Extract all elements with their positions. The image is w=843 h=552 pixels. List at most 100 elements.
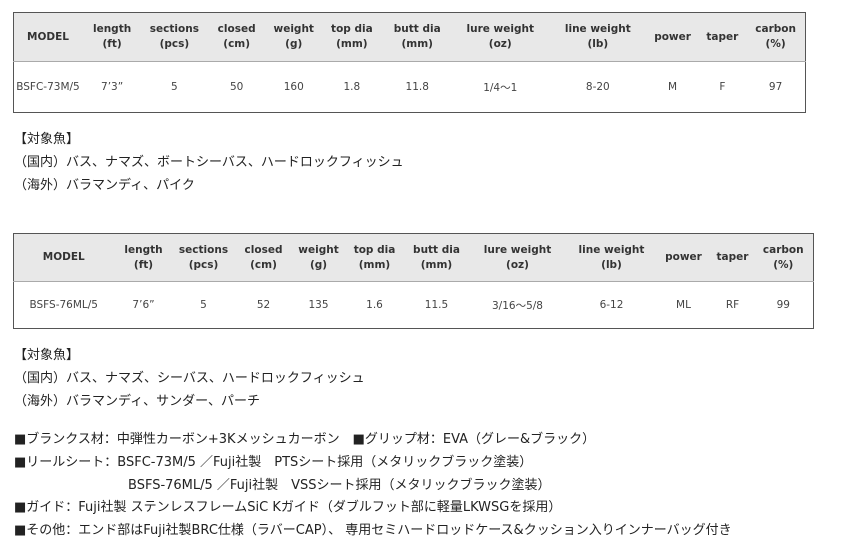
header-unit: (ft) [102,38,122,50]
table-cell: 6-12 [599,299,624,311]
header-label: power [665,251,702,263]
table-cell: 160 [283,81,304,93]
column-header: butt dia (mm) [382,12,452,62]
fish-title: 【対象魚】 [14,348,80,363]
header-row: MODEL length (ft) sections (pcs) closed (cm) we… [13,233,814,282]
header-label: weight [273,23,314,35]
header-label: sections [178,243,229,256]
spec-guide: ■ガイド：Fuji社製 ステンレスフレームSiC Kガイド（ダブルフット部に軽量… [14,500,562,515]
header-unit: (mm) [420,258,453,271]
table-cell: BSFC-73M/5 [16,81,80,93]
table-cell: 8-20 [585,81,610,93]
header-unit: (oz) [488,38,512,50]
fish-overseas: （海外）バラマンディ、サンダー、パーチ [14,394,260,409]
header-label: line weight [578,243,645,256]
header-unit: (pcs) [159,38,190,50]
table-cell: 1.6 [366,299,383,311]
header-label: carbon [755,23,796,35]
table-cell: 11.8 [405,81,429,93]
table-cell: 7’3” [101,81,124,93]
column-header: weight (g) [266,12,321,62]
column-header: sections (pcs) [142,12,207,62]
header-unit: (g) [285,38,303,50]
table-cell: BSFS-76ML/5 [29,299,98,311]
fish-domestic: （国内）バス、ナマズ、ボートシーバス、ハードロックフィッシュ [14,155,404,170]
header-label: line weight [564,23,631,35]
table-cell: 99 [776,299,790,311]
header-label: length [124,243,163,256]
column-header: taper [711,233,754,282]
column-header: length (ft) [82,12,143,62]
header-label: power [654,30,691,43]
header-label: closed [244,243,283,256]
spec-blank-grip: ■ブランクス材：中弾性カーボン+3Kメッシュカーボン ■グリップ材：EVA（グレ… [14,432,596,447]
column-header: MODEL [13,12,82,62]
header-label: lure weight [483,243,552,256]
table-cell: F [719,81,726,93]
header-label: top dia [353,243,396,256]
spec-table-bsfc: MODEL length (ft) sections (pcs) closed (cm) we… [13,12,806,113]
header-label: weight [298,243,339,256]
header-unit: (%) [765,38,786,50]
table-cell: 11.5 [424,299,449,311]
header-label: closed [217,23,256,35]
column-header: length (ft) [113,233,174,282]
spec-reel-seat-2: BSFS-76ML/5 ／Fuji社製 VSSシート採用（メタリックブラック塗装… [128,478,551,493]
column-header: line weight (lb) [549,12,647,62]
header-unit: (lb) [601,258,622,271]
header-unit: (%) [773,258,794,271]
column-header: taper [698,12,747,62]
header-label: butt dia [413,243,460,256]
table-cell: 1/4～1 [483,81,518,94]
header-unit: (ft) [133,258,154,271]
header-unit: (g) [309,258,328,271]
header-row: MODEL length (ft) sections (pcs) closed (cm) we… [13,12,806,62]
table-cell: M [668,81,678,93]
fish-title: 【対象魚】 [14,132,80,147]
header-unit: (oz) [506,258,529,271]
header-label: butt dia [393,23,441,35]
header-label: MODEL [42,251,85,263]
table-cell: RF [725,299,740,311]
header-unit: (mm) [401,38,433,50]
column-header: lure weight (oz) [467,233,568,282]
table-cell: 52 [256,299,271,311]
header-label: MODEL [27,30,69,43]
header-label: carbon [762,243,804,256]
table-row: BSFC-73M/5 7’3” 5 50 160 1.8 11.8 1/4～1 8-20 M F 97 [14,62,806,113]
fish-overseas: （海外）バラマンディ、パイク [14,178,195,193]
column-header: carbon (%) [746,12,806,62]
table-row: BSFS-76ML/5 7’6” 5 52 135 1.6 11.5 3/16～5/8 6-12… [14,282,814,329]
spec-table-bsfs: MODEL length (ft) sections (pcs) closed (cm) we… [13,233,814,329]
column-header: closed (cm) [233,233,294,282]
column-header: top dia (mm) [343,233,406,282]
spec-other: ■その他：エンド部はFuji社製BRC仕様（ラバーCAP）、 専用セミハードロッ… [14,523,732,538]
header-unit: (pcs) [188,258,219,271]
header-unit: (lb) [587,38,609,50]
fish-domestic: （国内）バス、ナマズ、シーバス、ハードロックフィッシュ [14,371,365,386]
column-header: top dia (mm) [320,12,383,62]
header-label: length [92,23,132,35]
column-header: power [646,12,699,62]
table-cell: 97 [768,81,783,93]
header-label: top dia [331,23,373,35]
header-unit: (mm) [358,258,391,271]
header-unit: (mm) [336,38,368,50]
column-header: butt dia (mm) [405,233,468,282]
table-cell: 5 [200,299,207,311]
header-unit: (cm) [223,38,251,50]
table-cell: 7’6” [132,299,155,311]
header-label: taper [706,30,739,43]
table-cell: 135 [308,299,329,311]
column-header: sections (pcs) [173,233,234,282]
header-label: lure weight [466,23,534,35]
spec-reel-seat: ■リールシート：BSFC-73M/5 ／Fuji社製 PTSシート採用（メタリッ… [14,455,533,470]
header-label: sections [149,23,199,35]
column-header: lure weight (oz) [451,12,550,62]
header-label: taper [716,251,749,263]
table-cell: 50 [229,81,244,93]
column-header: power [655,233,712,282]
table-cell: 5 [171,81,178,93]
column-header: carbon (%) [753,233,814,282]
column-header: line weight (lb) [567,233,656,282]
